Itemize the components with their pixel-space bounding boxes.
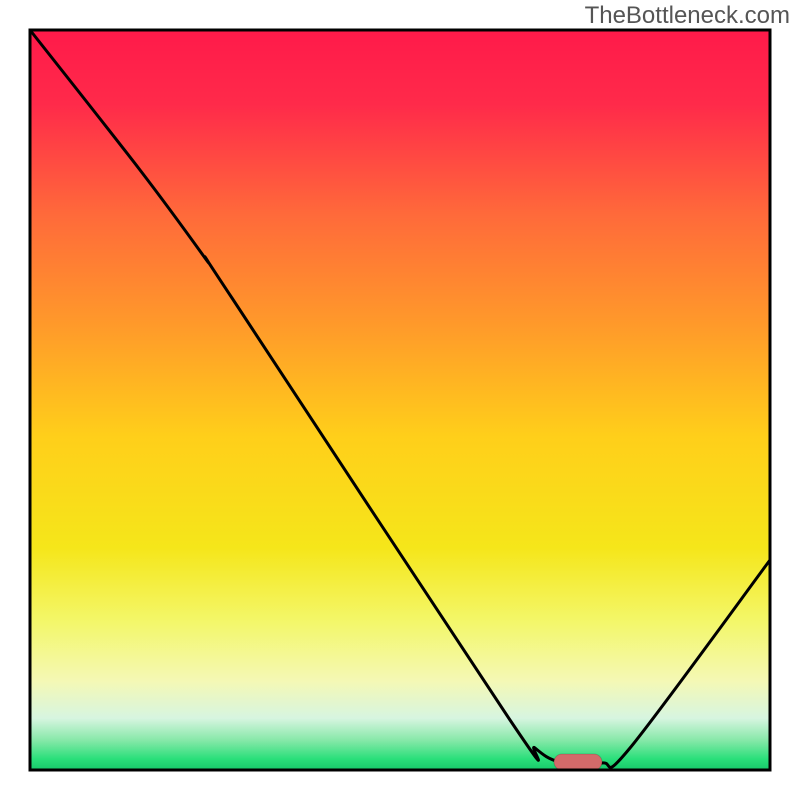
- optimal-marker: [554, 754, 602, 770]
- bottleneck-chart: [0, 0, 800, 800]
- chart-container: TheBottleneck.com: [0, 0, 800, 800]
- watermark-text: TheBottleneck.com: [585, 2, 790, 30]
- gradient-background: [30, 30, 770, 770]
